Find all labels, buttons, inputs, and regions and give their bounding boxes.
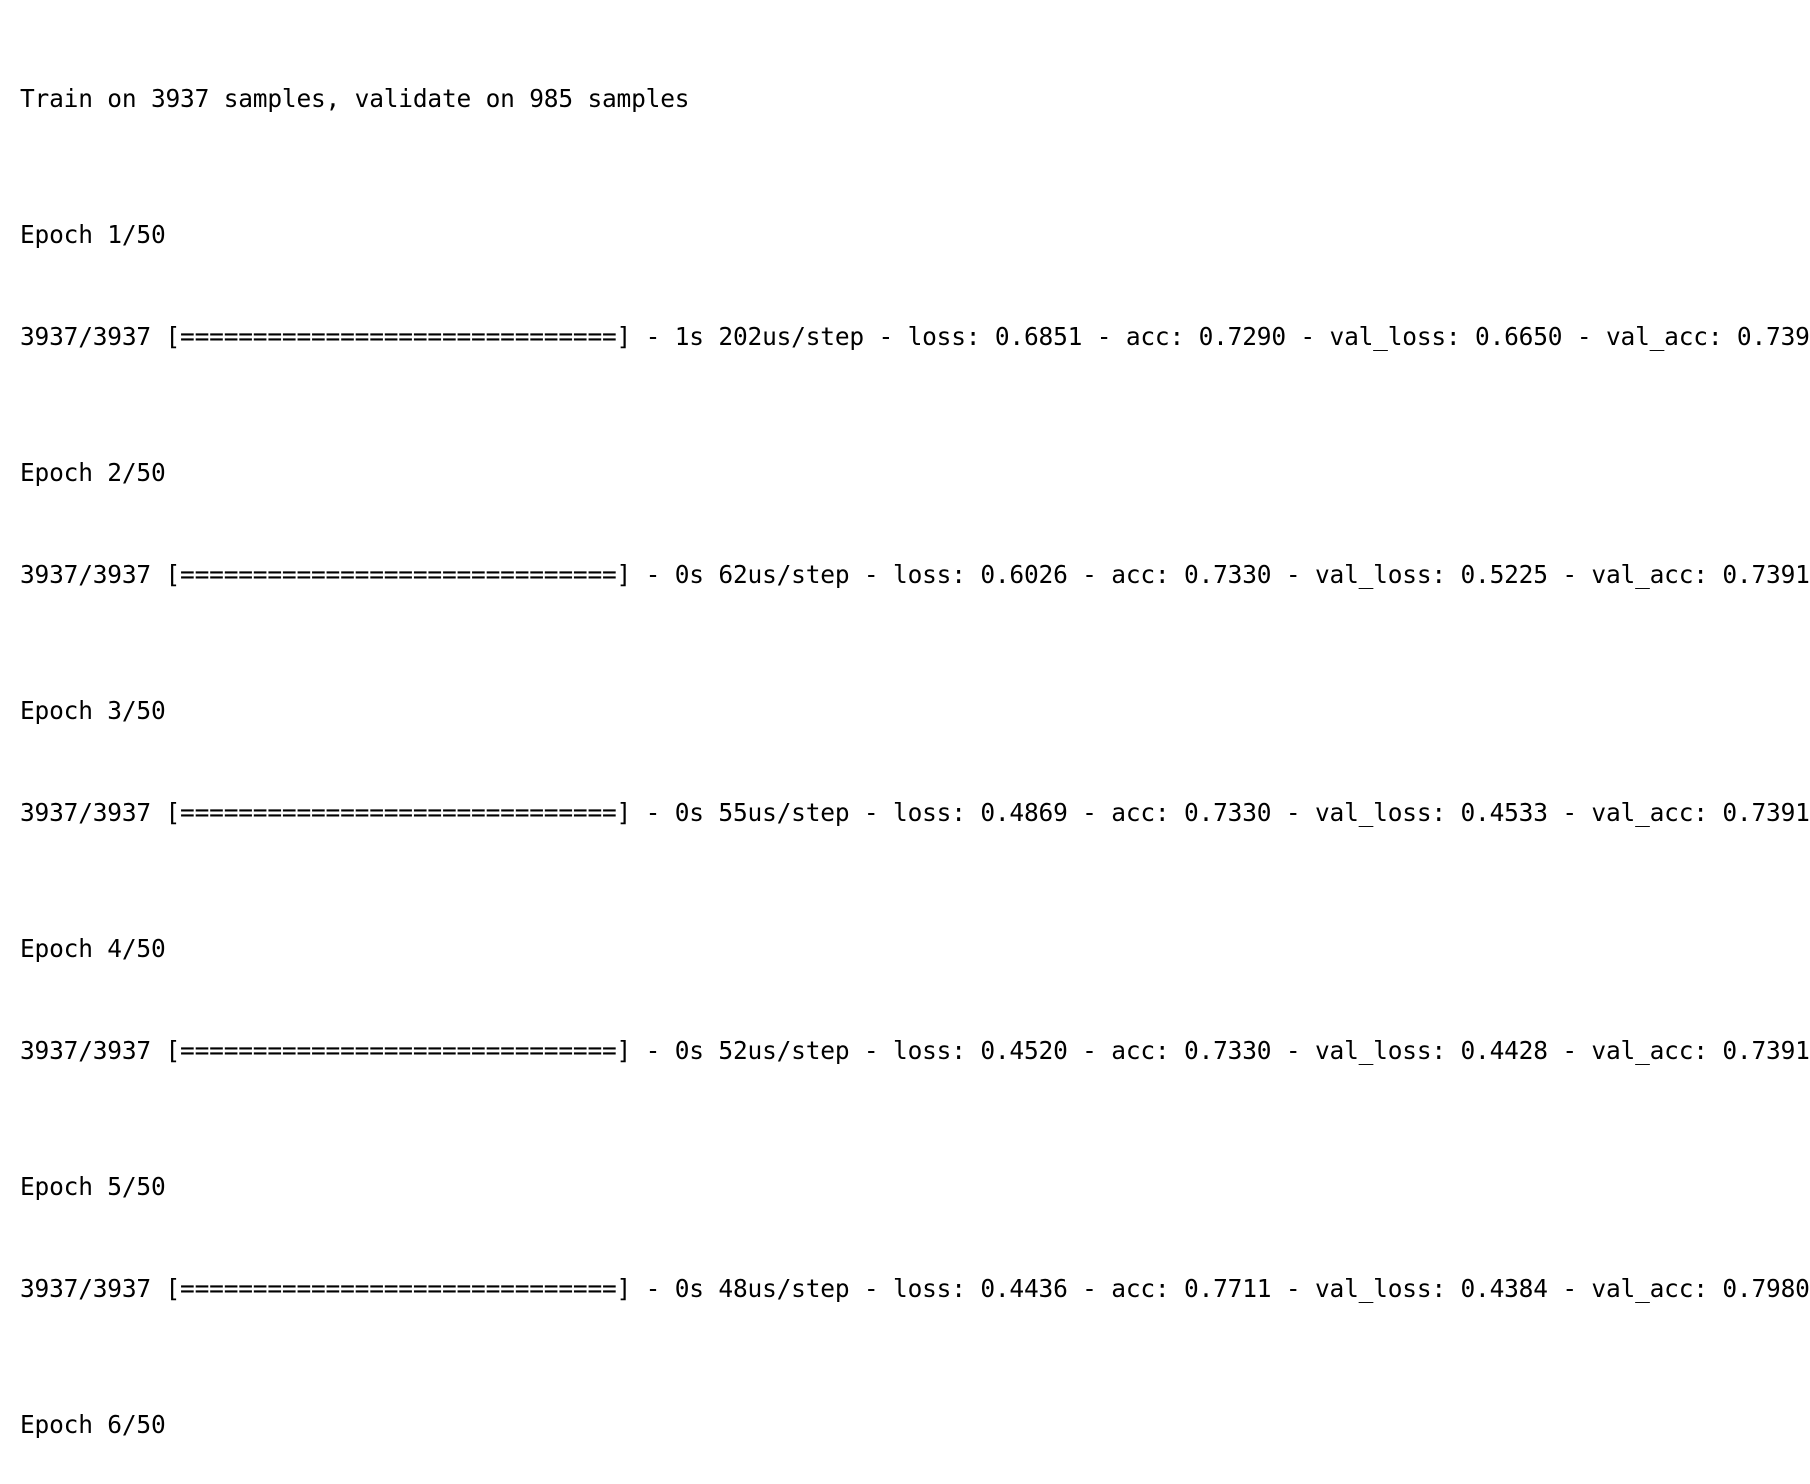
epoch-progress-line: 3937/3937 [=============================… (20, 1274, 1810, 1303)
epoch-label-line: Epoch 1/50 (20, 220, 166, 249)
log-header-line: Train on 3937 samples, validate on 985 s… (20, 84, 690, 113)
epoch-label-line: Epoch 4/50 (20, 934, 166, 963)
training-log-output: Train on 3937 samples, validate on 985 s… (20, 14, 1810, 1439)
epoch-label-line: Epoch 3/50 (20, 696, 166, 725)
epoch-label-line: Epoch 6/50 (20, 1410, 166, 1439)
epoch-progress-line: 3937/3937 [=============================… (20, 322, 1810, 351)
epoch-progress-line: 3937/3937 [=============================… (20, 798, 1810, 827)
epoch-label-line: Epoch 2/50 (20, 458, 166, 487)
epoch-progress-line: 3937/3937 [=============================… (20, 1036, 1810, 1065)
epoch-label-line: Epoch 5/50 (20, 1172, 166, 1201)
epoch-progress-line: 3937/3937 [=============================… (20, 560, 1810, 589)
